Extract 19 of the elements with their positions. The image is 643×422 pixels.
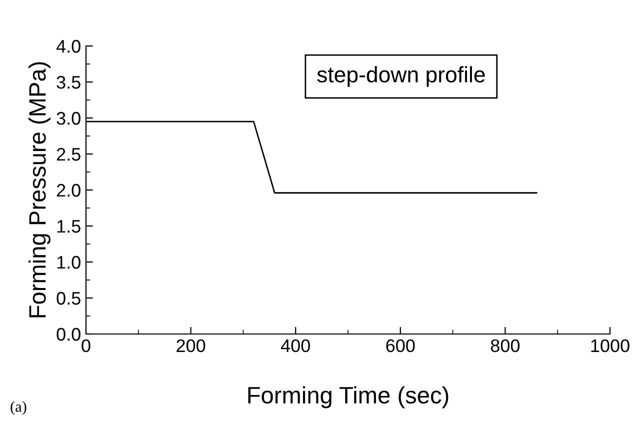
y-axis-title: Forming Pressure (MPa) <box>28 62 50 318</box>
x-tick-label: 800 <box>490 339 520 352</box>
x-tick-label: 400 <box>280 339 310 352</box>
annotation: step-down profile <box>317 66 485 87</box>
y-tick-label: 1.5 <box>57 220 80 233</box>
y-tick-label: 2.5 <box>56 148 80 161</box>
y-tick-label: 2.0 <box>56 184 80 197</box>
x-axis-title: Forming Time (sec) <box>248 386 448 408</box>
y-tick-label: 4.0 <box>56 40 80 53</box>
x-tick-label: 0 <box>82 339 90 352</box>
y-tick-label: 1.0 <box>57 256 80 269</box>
x-tick-label: 200 <box>176 339 206 352</box>
x-tick-label: 1000 <box>591 339 630 352</box>
y-tick-label: 3.5 <box>56 76 80 89</box>
y-tick-label: 3.0 <box>56 112 80 125</box>
x-tick-label: 600 <box>386 339 415 352</box>
text: (a) <box>10 401 26 415</box>
y-tick-label: 0.5 <box>56 292 80 305</box>
y-tick-label: 0.0 <box>56 328 80 341</box>
